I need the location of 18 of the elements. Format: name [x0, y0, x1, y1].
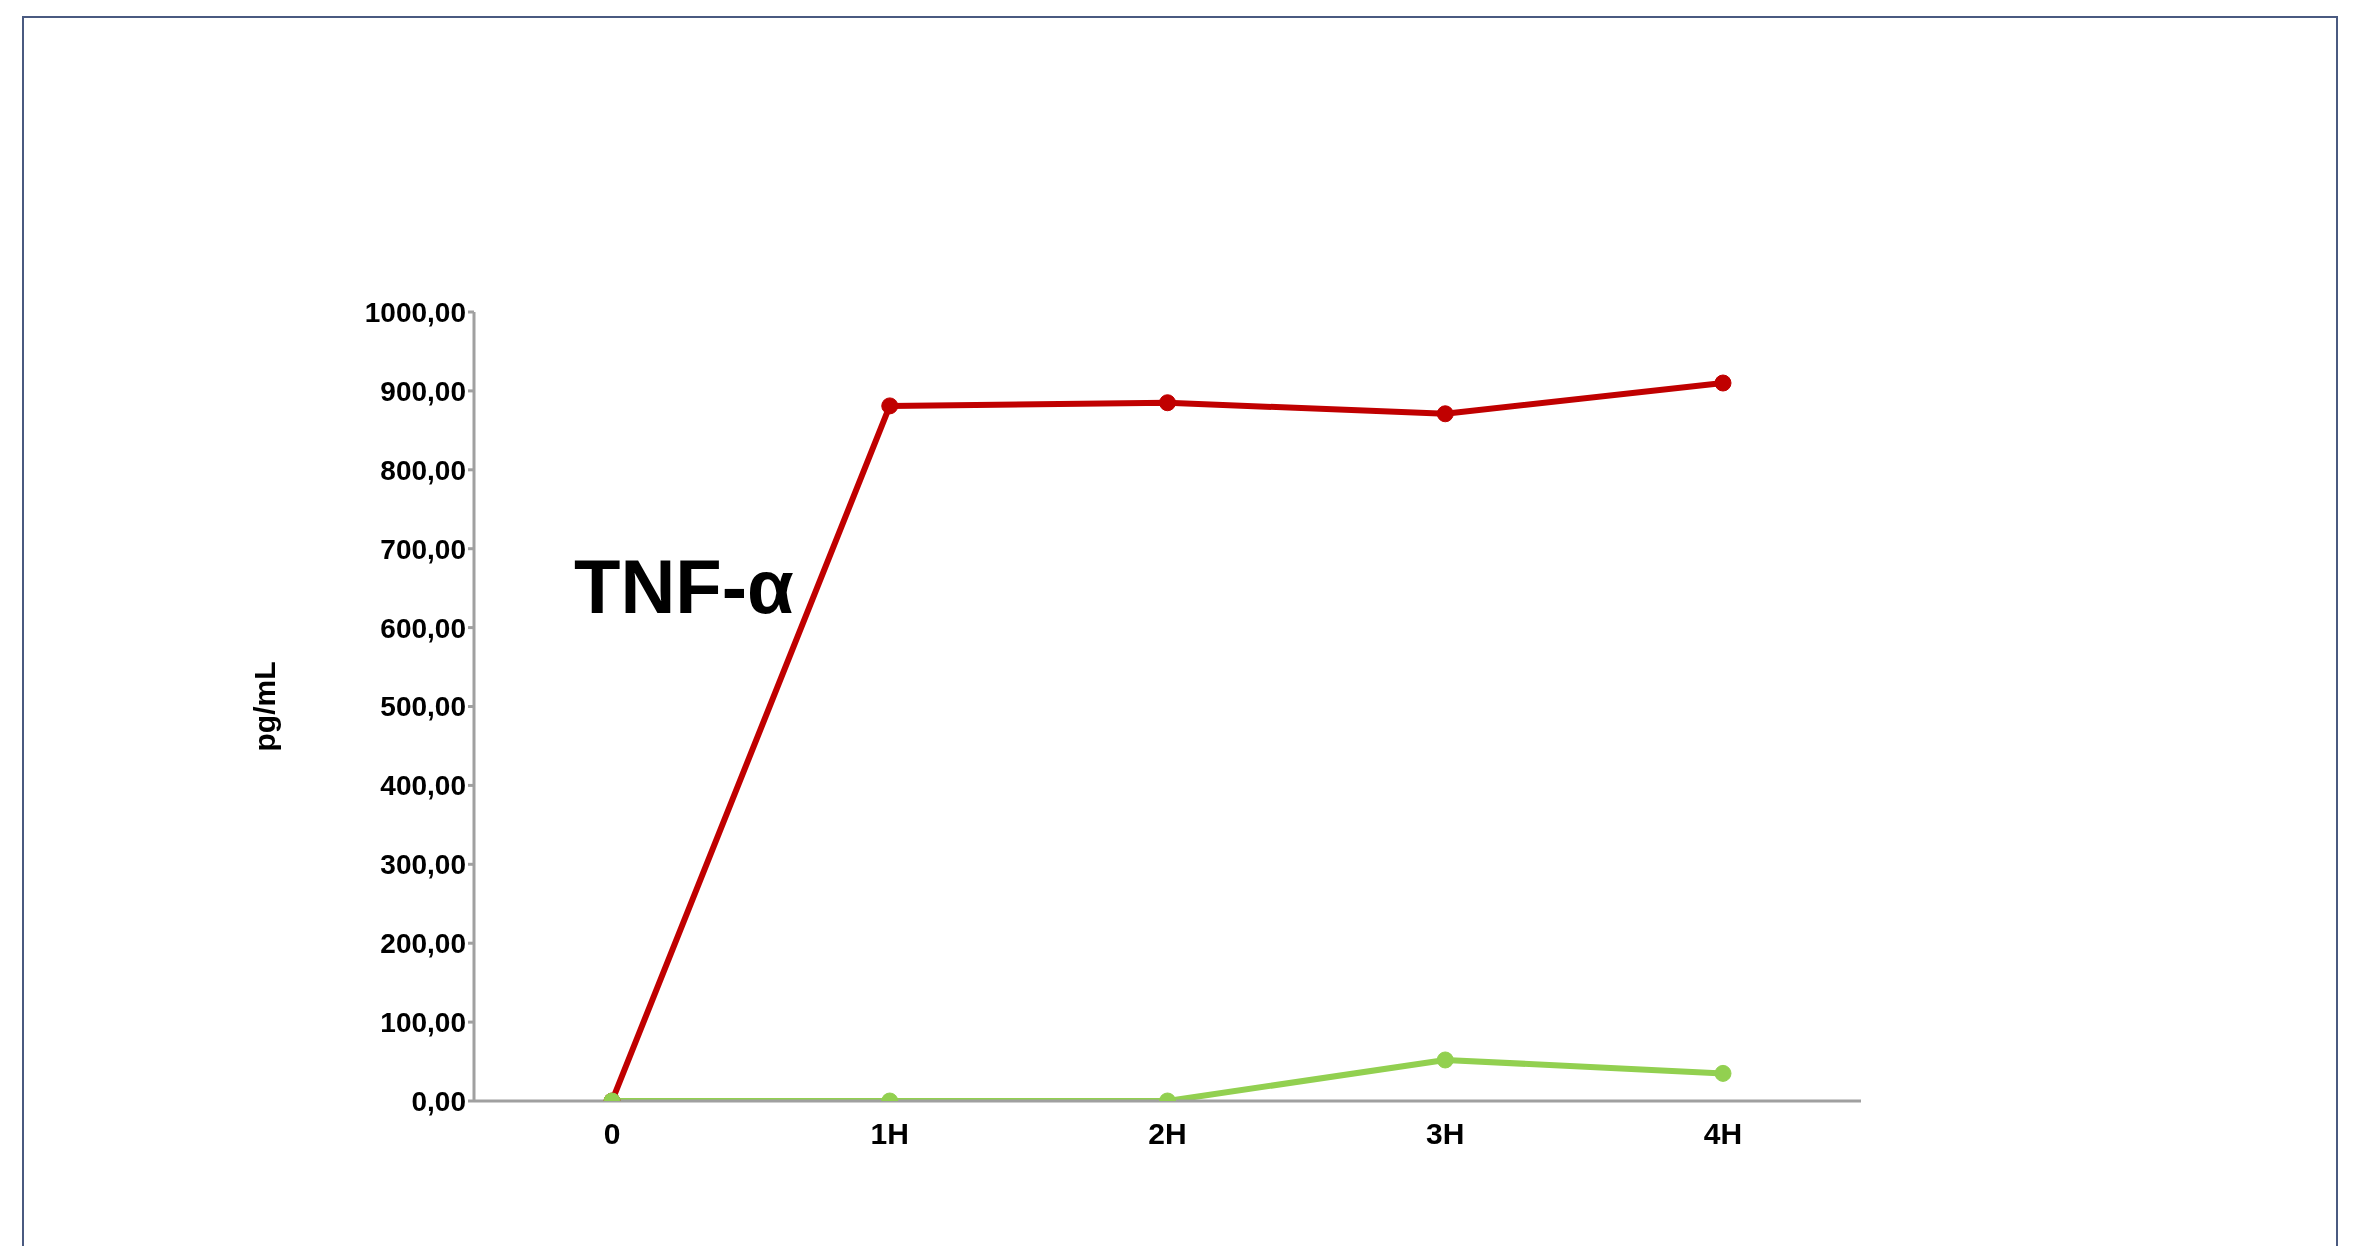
y-tick-label: 300,00 [380, 849, 466, 881]
x-tick-label: 1H [870, 1117, 909, 1151]
y-tick-label: 100,00 [380, 1007, 466, 1039]
y-axis-title: pg/mL [247, 661, 281, 752]
y-tick-label: 900,00 [380, 375, 466, 407]
x-tick-label: 0 [603, 1117, 621, 1151]
x-tick-label: 3H [1426, 1117, 1465, 1151]
y-tick-label: 400,00 [380, 770, 466, 802]
text: TNF-α [574, 543, 794, 630]
y-tick-label: 0,00 [411, 1085, 466, 1117]
x-tick-label: 4H [1703, 1117, 1743, 1151]
y-tick-label: 200,00 [380, 928, 466, 960]
y-tick-label: 500,00 [380, 691, 466, 723]
y-tick-label: 1000,00 [364, 296, 466, 328]
y-tick-label: 700,00 [380, 533, 466, 565]
x-tick-label: 2H [1148, 1117, 1187, 1151]
y-tick-label: 600,00 [380, 612, 466, 644]
y-tick-label: 800,00 [380, 454, 466, 486]
